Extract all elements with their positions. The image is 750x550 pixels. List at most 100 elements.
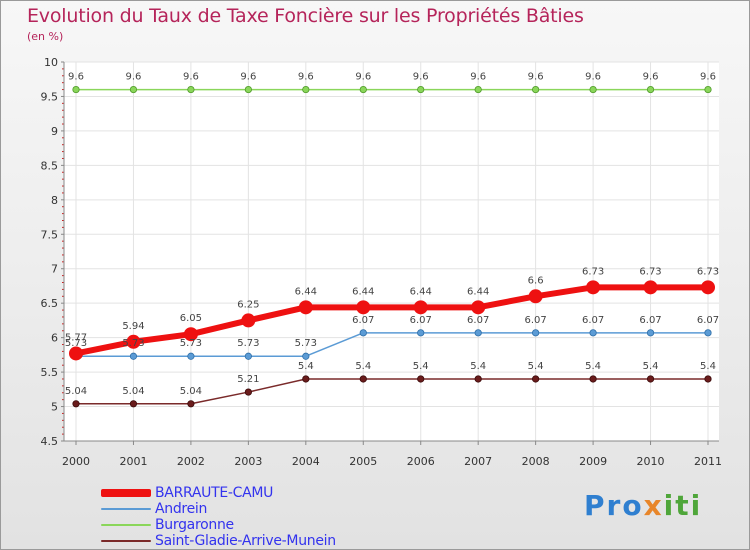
data-point: [187, 400, 195, 408]
data-label: 6.73: [582, 266, 604, 277]
data-label: 5.73: [65, 338, 87, 349]
data-point: [417, 85, 425, 94]
data-label: 6.07: [697, 315, 719, 326]
data-label: 5.04: [122, 386, 144, 397]
chart-unit: (en %): [27, 30, 64, 43]
data-label: 6.44: [352, 286, 374, 297]
x-tick-label: 2010: [637, 455, 665, 468]
data-point: [646, 85, 655, 94]
data-point: [359, 375, 367, 383]
y-tick-label: 5: [51, 401, 58, 414]
data-label: 5.4: [643, 361, 659, 372]
data-point: [129, 352, 138, 360]
data-label: 6.07: [467, 315, 489, 326]
data-point: [302, 352, 310, 360]
data-label: 6.07: [352, 315, 374, 326]
legend-label: Burgaronne: [155, 517, 234, 533]
y-tick-label: 6.5: [41, 297, 59, 310]
x-tick-label: 2002: [177, 455, 205, 468]
data-label: 5.73: [122, 338, 144, 349]
x-tick-label: 2001: [119, 455, 147, 468]
data-label: 9.6: [470, 72, 486, 83]
data-point: [589, 329, 597, 337]
data-point: [72, 85, 80, 94]
y-tick-label: 7: [51, 263, 58, 276]
legend-swatch: [101, 540, 151, 542]
data-label: 6.73: [639, 266, 661, 277]
data-point: [532, 85, 540, 94]
data-label: 6.44: [467, 286, 489, 297]
data-label: 6.07: [582, 315, 604, 326]
data-point: [298, 300, 313, 315]
data-label: 9.6: [528, 72, 544, 83]
data-label: 9.6: [240, 72, 256, 83]
data-point: [129, 85, 138, 94]
legend-swatch: [101, 489, 151, 497]
data-label: 9.6: [183, 72, 199, 83]
data-label: 6.07: [410, 315, 432, 326]
data-label: 5.4: [528, 361, 544, 372]
data-label: 5.73: [237, 338, 259, 349]
data-point: [244, 388, 252, 396]
data-point: [183, 327, 198, 342]
data-label: 6.07: [525, 315, 547, 326]
data-label: 5.04: [65, 386, 87, 397]
x-tick-label: 2008: [522, 455, 550, 468]
x-tick-label: 2003: [234, 455, 262, 468]
data-point: [532, 375, 540, 383]
data-label: 9.6: [643, 72, 659, 83]
x-tick-label: 2006: [407, 455, 435, 468]
data-point: [244, 85, 252, 94]
data-point: [701, 280, 715, 295]
x-tick-label: 2000: [62, 455, 90, 468]
legend-label: Andrein: [155, 501, 208, 517]
data-label: 5.77: [65, 332, 87, 343]
data-point: [704, 329, 712, 337]
legend-swatch: [101, 508, 151, 510]
legend-swatch: [101, 524, 151, 526]
data-label: 6.07: [639, 315, 661, 326]
data-point: [413, 300, 428, 315]
data-point: [302, 375, 310, 383]
data-point: [359, 329, 367, 337]
data-point: [244, 352, 252, 360]
data-point: [356, 300, 371, 315]
logo-part-1: Pro: [584, 489, 644, 522]
data-label: 6.44: [295, 286, 317, 297]
data-label: 5.4: [298, 361, 314, 372]
data-point: [417, 329, 425, 337]
plot-area: [64, 62, 719, 441]
y-tick-label: 5.5: [41, 366, 59, 379]
data-label: 6.25: [237, 299, 259, 310]
data-label: 5.21: [237, 374, 259, 385]
data-label: 9.6: [700, 72, 716, 83]
data-label: 5.4: [470, 361, 486, 372]
y-tick-label: 4.5: [41, 435, 59, 448]
data-point: [589, 85, 597, 94]
logo-part-2: x: [643, 489, 664, 522]
x-tick-label: 2007: [464, 455, 492, 468]
data-point: [359, 85, 367, 94]
proxiti-logo: Proxiti: [584, 489, 702, 522]
data-point: [474, 329, 482, 337]
data-label: 5.04: [180, 386, 202, 397]
x-tick-label: 2004: [292, 455, 320, 468]
x-tick-label: 2009: [579, 455, 607, 468]
data-point: [187, 352, 195, 360]
data-point: [643, 280, 658, 295]
legend-label: BARRAUTE-CAMU: [155, 485, 274, 501]
x-tick-label: 2011: [694, 455, 722, 468]
data-label: 5.4: [413, 361, 429, 372]
y-tick-label: 6: [51, 332, 58, 345]
data-point: [528, 289, 543, 304]
data-point: [586, 280, 601, 295]
y-tick-label: 10: [44, 56, 58, 69]
data-point: [474, 85, 482, 94]
data-point: [69, 346, 83, 361]
data-point: [646, 375, 655, 383]
data-point: [72, 400, 80, 408]
data-point: [704, 375, 712, 383]
y-tick-label: 9.5: [41, 90, 59, 103]
data-label: 5.4: [355, 361, 371, 372]
data-label: 9.6: [126, 72, 142, 83]
